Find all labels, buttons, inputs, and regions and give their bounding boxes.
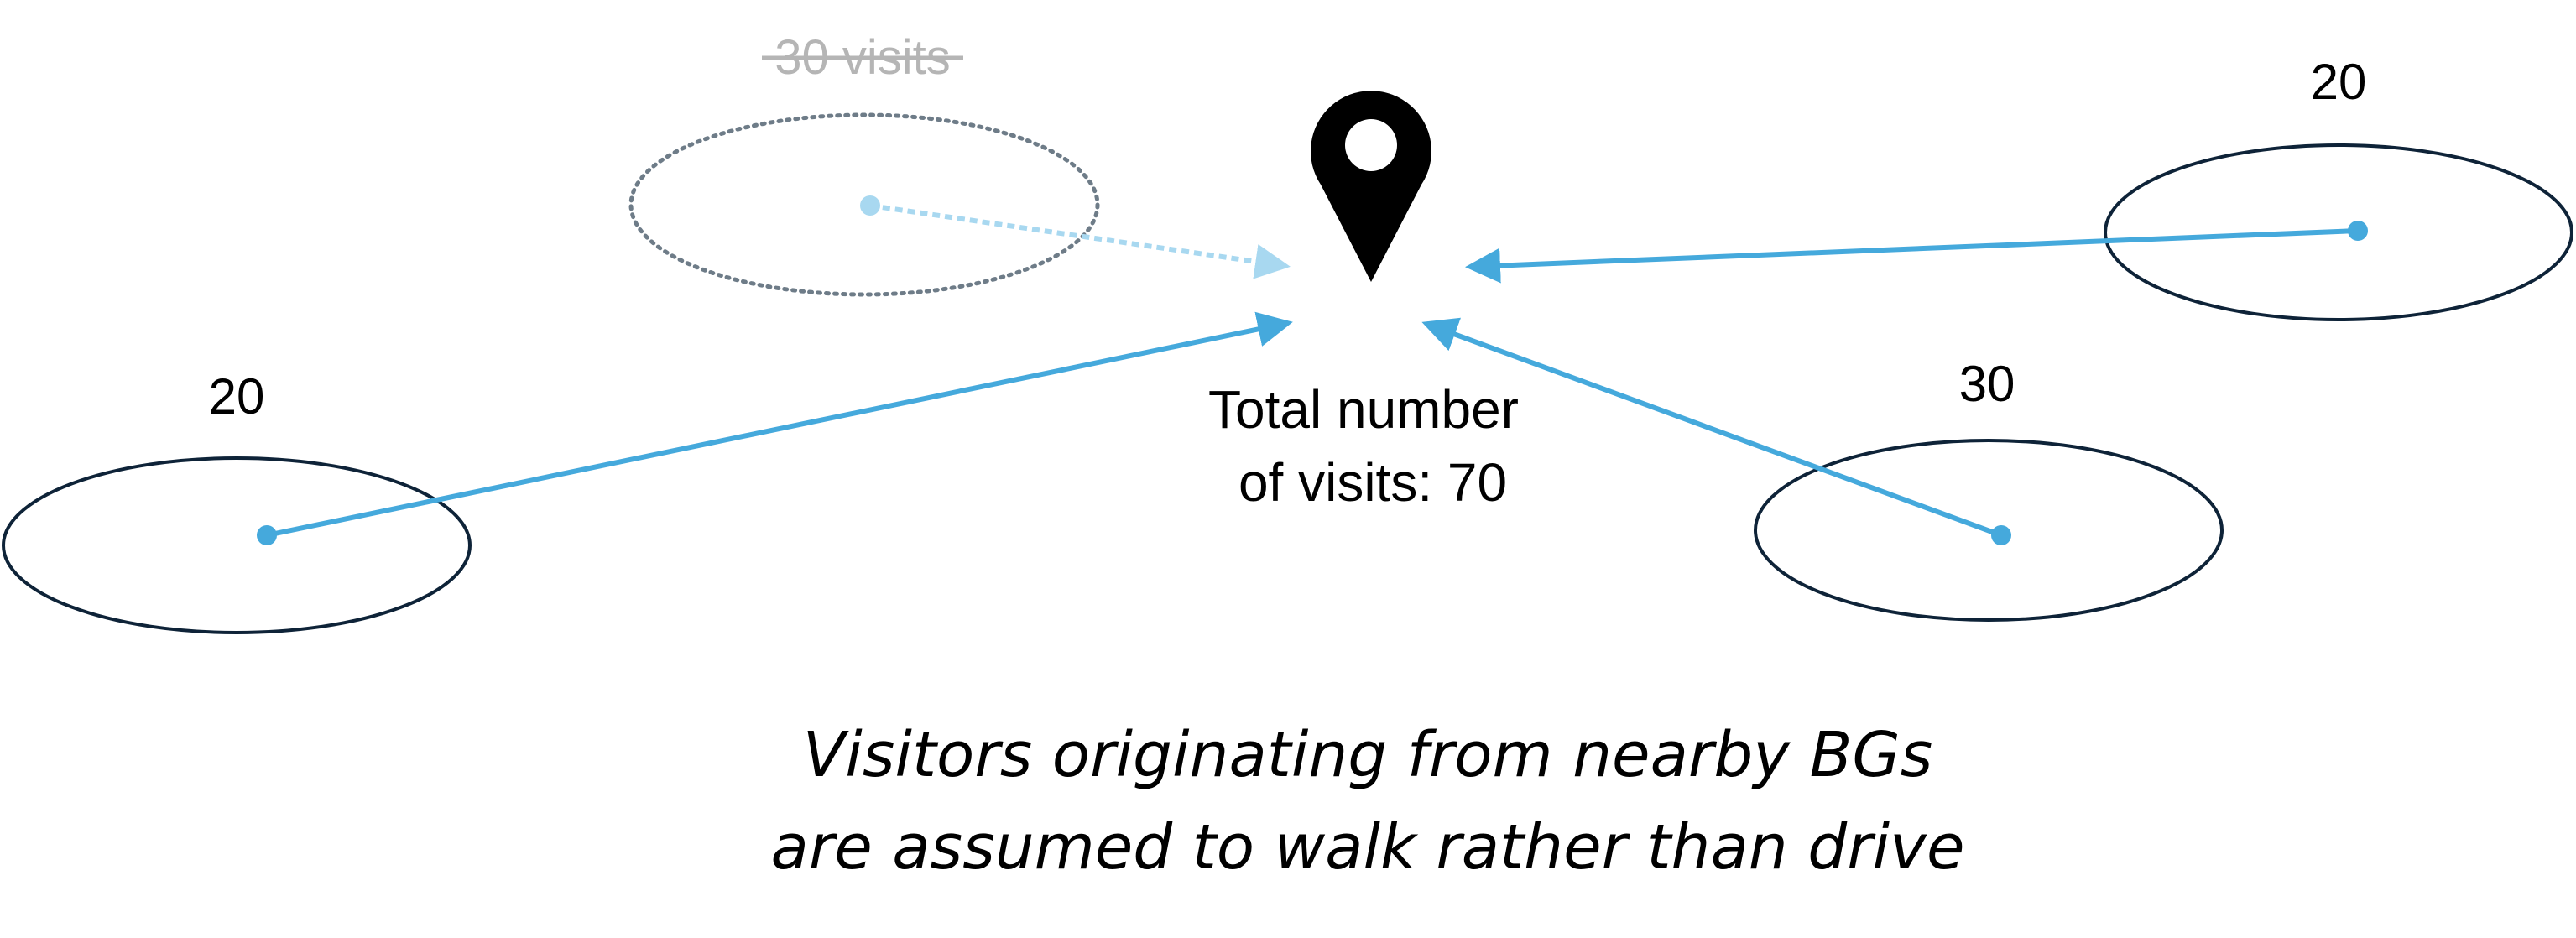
total-visits-line1: Total number xyxy=(1208,379,1519,440)
excluded-bg-ellipse xyxy=(628,112,1100,297)
caption-line2: are assumed to walk rather than drive xyxy=(770,811,1964,883)
bg-visit-count: 30 xyxy=(1959,356,2015,412)
origin-bg-left: 20 xyxy=(2,311,1293,634)
total-visits-line2: of visits: 70 xyxy=(1238,452,1507,513)
origin-bg-right-bottom: 30 xyxy=(1421,317,2224,622)
caption-line1: Visitors originating from nearby BGs xyxy=(803,719,1933,791)
bg-visit-count: 20 xyxy=(209,368,265,425)
excluded-bg-centroid xyxy=(860,195,880,216)
origin-bg-right-top: 20 xyxy=(1465,54,2573,321)
bg-centroid xyxy=(2348,221,2368,241)
bg-ellipse xyxy=(2,456,472,634)
bg-ellipse xyxy=(2104,143,2573,321)
bg-centroid xyxy=(1991,525,2011,545)
map-pin-icon xyxy=(1310,91,1431,283)
flow-arrow xyxy=(1421,317,2003,538)
bg-visit-count: 20 xyxy=(2311,54,2367,110)
flow-arrow xyxy=(1465,228,2359,284)
total-visits-label: Total number of visits: 70 xyxy=(1208,379,1519,513)
excluded-nearby-bg: 30 visits xyxy=(628,30,1291,297)
excluded-flow-arrow xyxy=(869,203,1291,279)
flow-arrow xyxy=(266,311,1293,538)
caption: Visitors originating from nearby BGs are… xyxy=(770,719,1964,883)
bg-ellipse xyxy=(1754,439,2224,622)
bg-centroid xyxy=(257,525,277,545)
